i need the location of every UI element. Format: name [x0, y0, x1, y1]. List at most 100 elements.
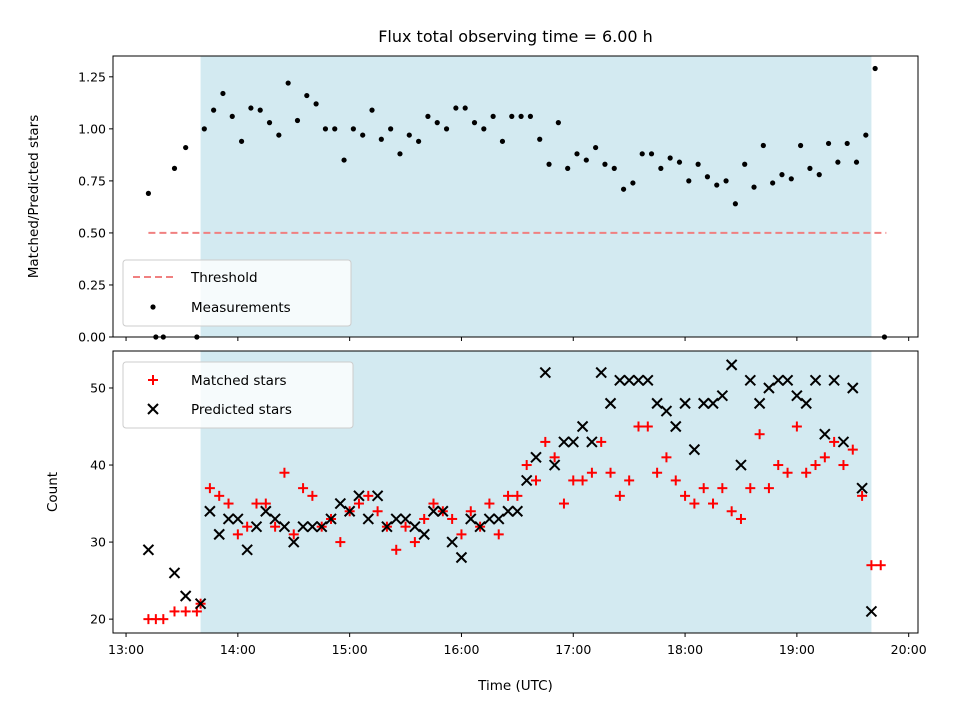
measurement-point	[294, 117, 301, 124]
measurement-point	[779, 172, 785, 178]
predicted-point	[856, 482, 868, 494]
predicted-point	[735, 459, 747, 471]
measurement-point	[714, 182, 720, 188]
x-axis-label: Time (UTC)	[477, 678, 553, 694]
chart-title: Flux total observing time = 6.00 h	[378, 27, 653, 46]
matched-point	[307, 490, 318, 501]
predicted-point	[232, 513, 244, 525]
matched-point	[661, 452, 672, 463]
matched-point	[493, 529, 504, 540]
predicted-point	[179, 590, 192, 602]
ratio-legend: Threshold Measurements	[122, 259, 352, 327]
measurement-point	[201, 126, 207, 132]
measurement-point	[248, 105, 254, 111]
matched-point	[465, 506, 476, 517]
x-tick-label: 16:00	[443, 642, 479, 657]
legend-matched-label: Matched stars	[191, 373, 287, 389]
matched-point	[726, 506, 737, 517]
matched-point	[242, 521, 253, 532]
predicted-point	[847, 382, 859, 394]
matched-point	[624, 475, 635, 486]
predicted-point	[623, 374, 635, 386]
matched-point	[169, 606, 180, 617]
matched-point	[652, 467, 663, 478]
matched-point	[763, 483, 774, 494]
predicted-point	[390, 513, 402, 525]
predicted-point	[297, 520, 309, 533]
matched-point	[596, 436, 607, 447]
predicted-point	[660, 405, 673, 417]
legend-plus-marker	[148, 375, 158, 385]
predicted-point	[483, 513, 496, 525]
legend-predicted-label: Predicted stars	[191, 402, 292, 418]
measurement-point	[443, 126, 450, 132]
measurement-point	[630, 180, 636, 186]
predicted-point	[819, 428, 831, 440]
ratio-x-ticks	[125, 337, 910, 341]
measurement-point	[425, 113, 431, 119]
matched-point	[605, 467, 616, 478]
predicted-point	[142, 544, 155, 556]
matched-point	[288, 529, 299, 540]
predicted-point	[343, 505, 356, 517]
measurement-point	[611, 165, 617, 171]
matched-point	[447, 513, 458, 524]
matched-point	[558, 498, 569, 509]
measurement-point	[211, 107, 217, 113]
matched-point	[698, 483, 709, 494]
measurement-point	[257, 107, 263, 113]
predicted-point	[809, 374, 822, 386]
predicted-point	[511, 505, 524, 517]
predicted-point	[548, 459, 561, 471]
legend-matched-swatch	[148, 375, 158, 385]
measurement-point	[397, 151, 403, 157]
predicted-point	[399, 513, 412, 525]
measurement-point	[620, 186, 627, 192]
measurement-point	[406, 132, 412, 138]
matched-point	[521, 460, 532, 471]
ratio-y-axis-label: Matched/Predicted stars	[26, 115, 42, 278]
matched-point	[680, 490, 691, 501]
measurement-point	[788, 176, 794, 182]
y-tick-label: 0.50	[78, 225, 106, 240]
measurement-point	[388, 126, 394, 132]
measurement-point	[546, 161, 552, 167]
measurement-point	[416, 138, 422, 144]
predicted-point	[791, 389, 803, 402]
count-y-ticks: 20 30 40 50	[90, 380, 113, 627]
measurement-point	[183, 144, 189, 151]
measurement-point	[648, 151, 655, 157]
measurement-point	[742, 161, 748, 167]
measurement-point	[825, 140, 832, 147]
matched-point	[419, 513, 430, 524]
measurement-point	[378, 136, 384, 142]
predicted-point	[325, 513, 337, 525]
matched-point	[214, 490, 225, 501]
matched-point	[180, 606, 191, 617]
measurement-point	[853, 159, 860, 165]
measurement-point	[583, 157, 589, 163]
predicted-point	[539, 366, 552, 379]
matched-point	[251, 498, 262, 509]
legend-measurements-swatch	[150, 304, 156, 310]
measurement-point	[667, 155, 673, 161]
matched-point	[773, 460, 784, 471]
matched-point	[409, 537, 420, 548]
measurement-point	[658, 165, 664, 171]
matched-point	[577, 475, 588, 486]
measurement-point	[434, 120, 440, 126]
matched-point	[484, 498, 495, 509]
matched-point	[223, 498, 234, 509]
matched-point	[353, 498, 364, 509]
count-y-axis-label: Count	[45, 472, 61, 512]
predicted-point	[168, 567, 181, 579]
predicted-stars-series	[142, 359, 878, 618]
matched-point	[810, 460, 821, 471]
matched-point	[866, 560, 877, 571]
matched-point	[689, 498, 700, 509]
predicted-point	[446, 536, 458, 548]
measurement-point	[332, 126, 338, 132]
predicted-point	[586, 436, 598, 448]
predicted-point	[567, 436, 579, 448]
measurement-point	[509, 113, 515, 119]
